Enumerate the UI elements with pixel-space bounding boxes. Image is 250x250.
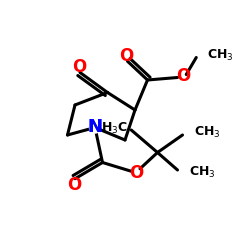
- Text: O: O: [119, 47, 134, 65]
- Text: O: O: [72, 58, 86, 76]
- Text: CH$_3$: CH$_3$: [208, 48, 234, 62]
- Circle shape: [90, 122, 101, 133]
- Text: O: O: [176, 67, 190, 85]
- Text: CH$_3$: CH$_3$: [189, 165, 216, 180]
- Text: H$_3$C: H$_3$C: [100, 121, 128, 136]
- Text: O: O: [66, 176, 81, 194]
- Text: N: N: [88, 118, 102, 136]
- Text: O: O: [130, 164, 144, 182]
- Text: CH$_3$: CH$_3$: [194, 125, 220, 140]
- Text: N: N: [88, 118, 102, 136]
